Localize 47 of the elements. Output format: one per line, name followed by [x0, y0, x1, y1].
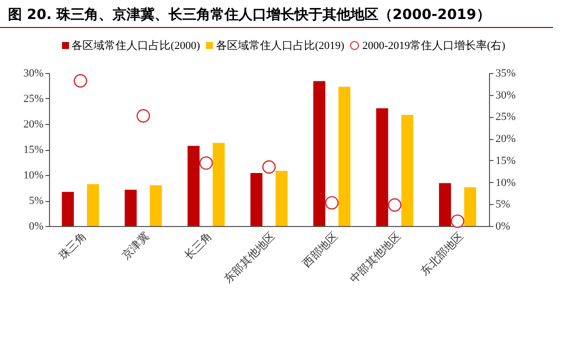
x-tick-label: 西部地区 [300, 230, 340, 270]
bar [338, 86, 350, 226]
x-tick-label: 东北部地区 [418, 230, 466, 278]
y-tick-label: 15% [23, 144, 44, 156]
x-tick-label: 东部其他地区 [222, 230, 278, 286]
bar [313, 81, 326, 226]
bar [401, 114, 414, 226]
bar [150, 185, 162, 226]
y-tick-label: 0% [28, 220, 44, 232]
bar [250, 172, 262, 226]
y2-tick-label: 25% [496, 111, 516, 124]
y-tick-label: 5% [28, 195, 44, 207]
chart-title: 图 20. 珠三角、京津冀、长三角常住人口增长快于其他地区（2000-2019） [0, 0, 553, 28]
y2-tick-label: 10% [496, 176, 516, 189]
y-tick-label: 30% [23, 68, 44, 80]
x-tick-label: 中部其他地区 [347, 230, 404, 286]
legend-label: 各区域常住人口占比(2000) [72, 39, 200, 53]
bar [62, 192, 74, 226]
bar [276, 170, 288, 226]
point [388, 198, 402, 212]
point [199, 156, 213, 170]
legend-label: 2000-2019常住人口增长率(右) [362, 38, 506, 53]
y2-tick-label: 5% [496, 198, 510, 211]
y-tick-label: 10% [23, 170, 44, 182]
bar [212, 142, 225, 226]
point [136, 109, 150, 123]
y2-tick-label: 30% [496, 89, 516, 102]
y2-tick-label: 0% [496, 220, 510, 232]
legend-label: 各区域常住人口占比(2019) [216, 39, 344, 53]
bar [464, 187, 476, 226]
y2-tick-label: 35% [496, 68, 516, 80]
bar [376, 108, 388, 226]
point [325, 196, 339, 210]
y-tick-label: 20% [23, 118, 44, 130]
bar [439, 183, 451, 226]
point [450, 214, 464, 228]
x-tick-label: 珠三角 [56, 230, 89, 262]
point [74, 74, 88, 88]
bar [188, 146, 200, 226]
y-tick-label: 25% [23, 93, 44, 105]
bar [124, 190, 137, 226]
bar [87, 184, 99, 226]
x-tick-label: 京津冀 [119, 230, 152, 262]
y2-tick-label: 20% [496, 133, 516, 146]
point [262, 160, 276, 174]
x-tick-label: 长三角 [182, 230, 215, 262]
y2-tick-label: 15% [496, 154, 516, 167]
